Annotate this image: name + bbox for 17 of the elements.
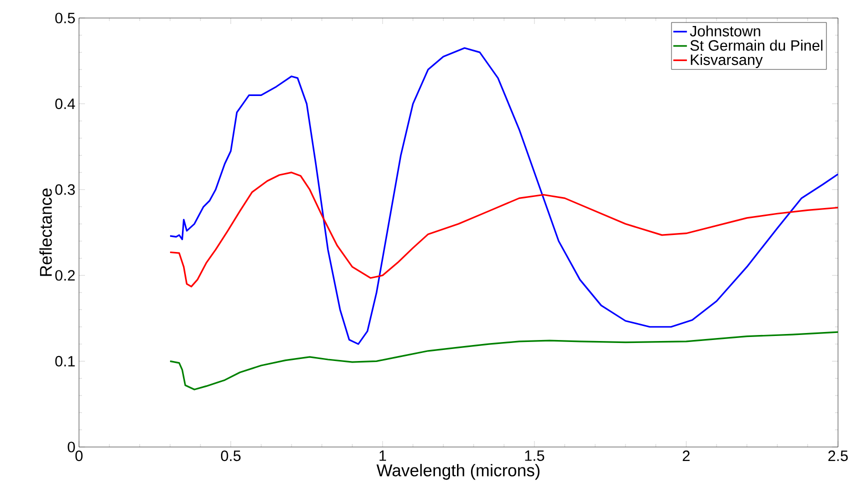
x-tick-label: 1.5 [525,450,544,461]
legend-label: St Germain du Pinel [690,40,822,51]
legend-label: Johnstown [690,25,760,36]
y-tick-label: 0.1 [55,356,75,366]
y-tick-label: 0.4 [55,98,76,110]
legend-label: Kisvarsany [690,54,763,68]
x-tick-label: 0.5 [220,450,241,462]
x-axis-title: Wavelength (microns) [376,464,540,480]
x-tick-label: 2.5 [828,450,848,462]
y-axis-title: Reflectance [39,188,52,276]
y-tick-label: 0.3 [55,184,75,195]
y-tick-label: 0.2 [55,270,75,281]
x-tick-label: 1 [380,450,386,461]
x-tick-label: 2 [682,450,690,461]
y-tick-label: 0.5 [55,12,75,24]
x-tick-label: 0 [75,450,83,462]
y-tick-label: 0 [68,442,75,452]
